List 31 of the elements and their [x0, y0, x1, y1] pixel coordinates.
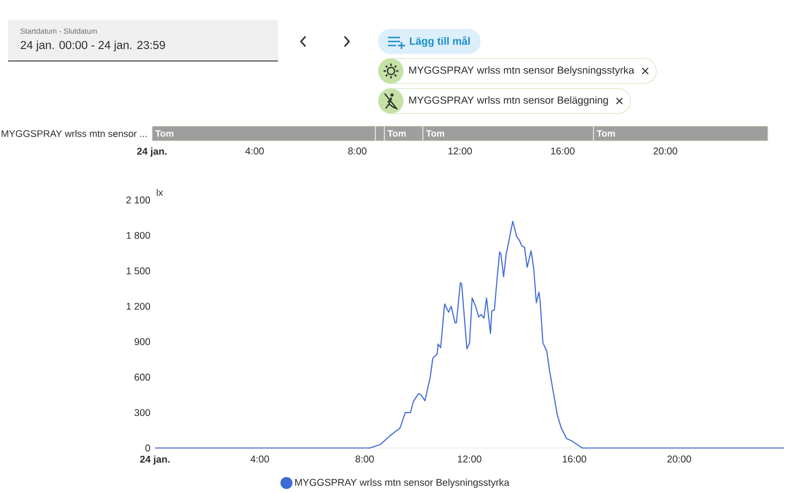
y-tick-label: 0 — [145, 444, 150, 452]
y-tick-label: 2 100 — [126, 196, 150, 204]
text: Lägg till mål — [410, 36, 470, 47]
x-tick-label: 24 jan. — [140, 456, 170, 465]
y-tick-label: MYGGSPRAY wrlss mtn sensor ... — [2, 130, 147, 138]
series-label: Tom — [155, 130, 174, 137]
x-tick-label: 20:00 — [667, 456, 692, 462]
y-tick-label: 1 200 — [126, 302, 150, 310]
x-tick-label: 8:00 — [348, 148, 366, 154]
y-tick-label: 900 — [134, 338, 150, 346]
series-label: Tom — [388, 130, 406, 137]
series-label: Tom — [596, 130, 615, 137]
legend-label: MYGGSPRAY wrlss mtn sensor Belysningsstyrka — [295, 478, 510, 488]
y-axis-title: lx — [156, 188, 163, 196]
y-tick-label: 600 — [134, 374, 150, 381]
x-tick-label: 12:00 — [458, 456, 482, 462]
series-label: Tom — [426, 130, 444, 137]
x-tick-label: 20:00 — [654, 148, 678, 154]
x-tick-label: 8:00 — [356, 456, 374, 462]
x-tick-label: 16:00 — [551, 148, 575, 154]
text: 24 jan. 00:00 - 24 jan. 23:59 — [20, 40, 165, 52]
x-tick-label: 12:00 — [448, 148, 472, 154]
y-tick-label: 300 — [134, 409, 150, 416]
x-tick-label: 4:00 — [245, 148, 264, 154]
x-tick-label: 4:00 — [250, 456, 269, 462]
x-tick-label: 24 jan. — [137, 148, 167, 157]
text: MYGGSPRAY wrlss mtn sensor Belysningsstyrka — [409, 66, 634, 76]
y-tick-label: 1 500 — [126, 267, 150, 274]
annotation: MYGGSPRAY wrlss mtn sensor Beläggning — [409, 96, 608, 106]
x-tick-label: 16:00 — [562, 456, 586, 462]
y-tick-label: 1 800 — [126, 232, 150, 239]
